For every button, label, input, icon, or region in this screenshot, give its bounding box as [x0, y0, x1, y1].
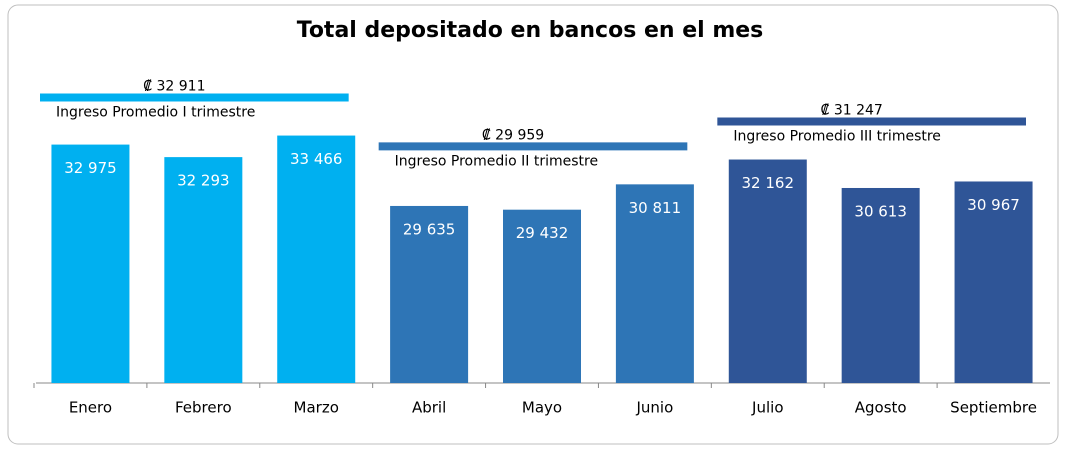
bar [164, 157, 243, 383]
average-label: Ingreso Promedio II trimestre [395, 153, 598, 169]
value-label: 29 432 [516, 224, 569, 242]
x-tick-label: Junio [635, 399, 673, 417]
x-tick-label: Julio [751, 399, 783, 417]
x-tick-label: Mayo [522, 399, 562, 417]
value-label: 32 162 [742, 174, 795, 192]
value-label: 30 613 [854, 202, 907, 220]
value-label: 29 635 [403, 220, 456, 238]
value-label: 32 975 [64, 159, 117, 177]
bar [51, 144, 130, 383]
average-label: Ingreso Promedio I trimestre [56, 105, 255, 121]
value-label: 30 967 [967, 196, 1020, 214]
x-tick-label: Enero [69, 399, 112, 417]
average-value-label: ₡ 31 247 [820, 103, 882, 119]
bar [728, 159, 807, 383]
value-label: 30 811 [629, 199, 682, 217]
bar [841, 187, 920, 383]
bar [503, 209, 581, 383]
average-label: Ingreso Promedio III trimestre [733, 129, 941, 145]
value-label: 32 293 [177, 172, 230, 190]
chart-title: Total depositado en bancos en el mes [297, 18, 764, 43]
average-value-label: ₡ 32 911 [143, 79, 205, 95]
bar [954, 181, 1033, 383]
x-tick-label: Marzo [294, 399, 339, 417]
value-label: 33 466 [290, 150, 343, 168]
bar [390, 205, 469, 383]
bar [277, 135, 356, 383]
x-tick-label: Abril [412, 399, 446, 417]
x-tick-label: Septiembre [950, 399, 1037, 417]
average-value-label: ₡ 29 959 [482, 127, 544, 143]
bar [615, 184, 694, 383]
x-tick-label: Agosto [855, 399, 907, 417]
x-tick-label: Febrero [175, 399, 232, 417]
